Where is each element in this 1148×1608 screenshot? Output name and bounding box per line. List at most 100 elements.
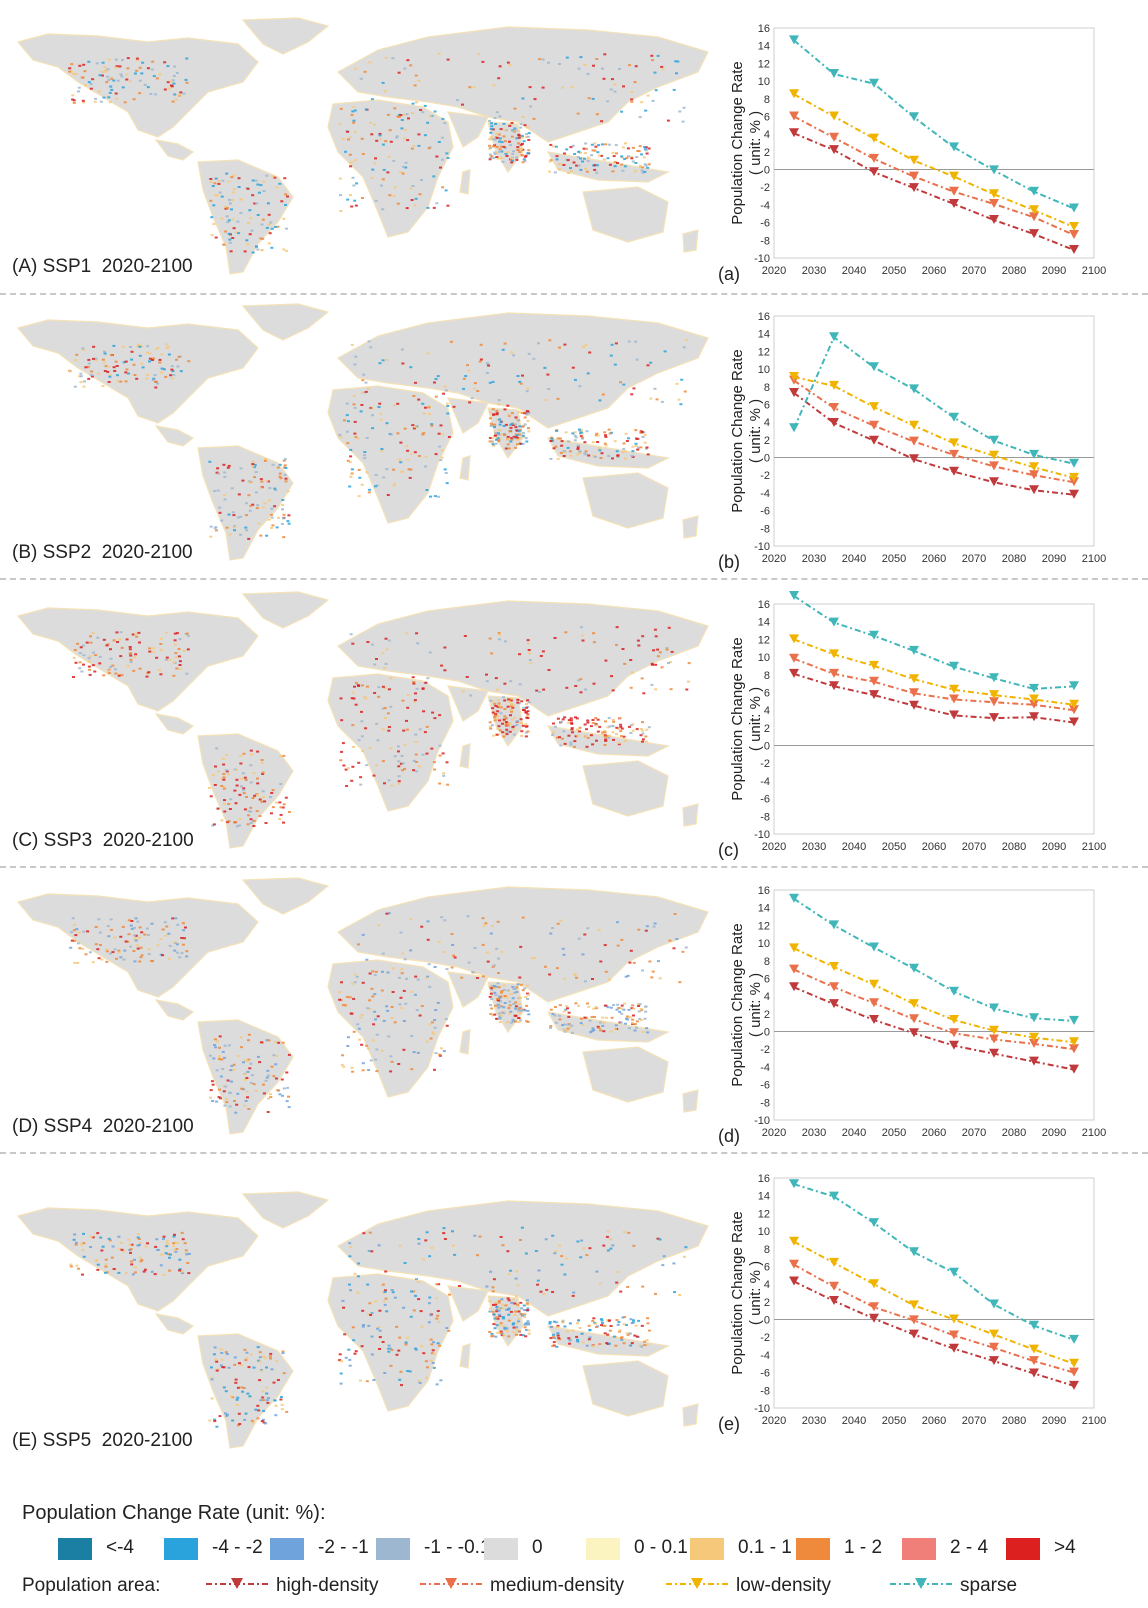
map-speckle — [129, 945, 133, 948]
map-speckle — [609, 1247, 613, 1250]
map-speckle — [111, 951, 115, 954]
map-speckle — [247, 1058, 251, 1061]
map-speckle — [263, 502, 267, 505]
map-speckle — [260, 762, 264, 764]
series-line-high-density — [793, 1280, 1075, 1387]
map-speckle — [622, 1008, 626, 1011]
map-speckle — [495, 413, 499, 416]
map-speckle — [650, 683, 654, 686]
map-speckle — [89, 87, 93, 90]
data-point-medium-density — [909, 688, 919, 698]
map-speckle — [643, 163, 647, 166]
y-tick-label: 10 — [758, 938, 770, 950]
map-speckle — [620, 735, 623, 738]
map-speckle — [495, 733, 499, 736]
map-speckle — [624, 457, 628, 460]
map-speckle — [108, 91, 112, 94]
legend-swatch — [484, 1538, 518, 1560]
map-speckle — [99, 944, 102, 946]
map-speckle — [225, 770, 229, 773]
map-speckle — [187, 360, 191, 363]
map-speckle — [159, 643, 163, 645]
map-speckle — [424, 1239, 428, 1242]
land-mass — [16, 607, 259, 712]
map-speckle — [256, 1417, 260, 1420]
map-speckle — [211, 185, 215, 187]
map-speckle — [287, 1053, 291, 1056]
map-speckle — [498, 997, 502, 1000]
map-speckle — [409, 949, 413, 952]
map-speckle — [114, 58, 118, 61]
map-speckle — [506, 730, 510, 733]
data-point-high-density — [789, 388, 799, 397]
map-speckle — [438, 714, 442, 717]
map-speckle — [495, 1306, 499, 1308]
map-speckle — [284, 477, 288, 480]
y-tick-label: 2 — [764, 1297, 770, 1309]
map-speckle — [163, 921, 167, 924]
map-speckle — [350, 697, 354, 700]
legend: Population Change Rate (unit: %): <-4 -4 … — [0, 1494, 1148, 1608]
map-speckle — [601, 1324, 605, 1327]
map-speckle — [259, 237, 263, 240]
map-speckle — [282, 754, 286, 757]
y-tick-label: 14 — [758, 617, 770, 629]
map-speckle — [504, 731, 508, 734]
map-speckle — [656, 54, 660, 57]
map-speckle — [603, 730, 607, 732]
map-speckle — [132, 98, 136, 101]
map-speckle — [429, 1338, 433, 1341]
y-tick-label: 16 — [758, 885, 770, 897]
map-speckle — [492, 157, 496, 159]
map-speckle — [171, 370, 175, 373]
map-speckle — [527, 139, 531, 141]
map-speckle — [259, 1041, 263, 1044]
map-speckle — [266, 202, 270, 205]
map-speckle — [247, 814, 250, 817]
map-speckle — [87, 358, 91, 361]
chart-panel-label: (b) — [718, 552, 740, 572]
map-speckle — [526, 714, 530, 717]
map-speckle — [239, 777, 243, 780]
map-speckle — [126, 940, 130, 943]
map-speckle — [360, 1345, 364, 1348]
map-speckle — [171, 917, 175, 920]
legend-class-label: <-4 — [106, 1537, 134, 1558]
map-speckle — [517, 411, 521, 414]
map-speckle — [161, 954, 165, 957]
map-speckle — [590, 154, 594, 157]
map-speckle — [373, 993, 377, 996]
map-speckle — [521, 161, 525, 164]
map-speckle — [441, 433, 445, 436]
map-speckle — [107, 935, 111, 938]
map-speckle — [213, 784, 217, 786]
map-speckle — [525, 413, 529, 416]
map-speckle — [209, 1089, 213, 1092]
map-speckle — [146, 351, 149, 354]
data-point-low-density — [909, 674, 919, 684]
map-speckle — [425, 752, 429, 755]
map-speckle — [140, 1259, 144, 1262]
map-speckle — [401, 362, 405, 365]
map-speckle — [232, 191, 236, 194]
map-speckle — [520, 154, 524, 157]
map-speckle — [503, 1002, 507, 1004]
map-speckle — [600, 154, 604, 157]
map-speckle — [162, 1235, 166, 1238]
data-point-medium-density — [909, 436, 919, 446]
map-speckle — [214, 1358, 218, 1361]
data-point-medium-density — [789, 1259, 799, 1269]
map-speckle — [520, 721, 523, 724]
map-speckle — [489, 136, 493, 139]
map-speckle — [469, 694, 473, 697]
map-speckle — [242, 792, 246, 795]
map-speckle — [506, 1297, 510, 1300]
map-speckle — [493, 1317, 497, 1320]
map-speckle — [162, 1273, 166, 1276]
legend-swatch — [270, 1538, 304, 1560]
map-speckle — [249, 1353, 253, 1356]
map-speckle — [279, 755, 283, 758]
map-speckle — [505, 1021, 509, 1024]
map-speckle — [126, 57, 130, 60]
map-speckle — [549, 159, 553, 162]
